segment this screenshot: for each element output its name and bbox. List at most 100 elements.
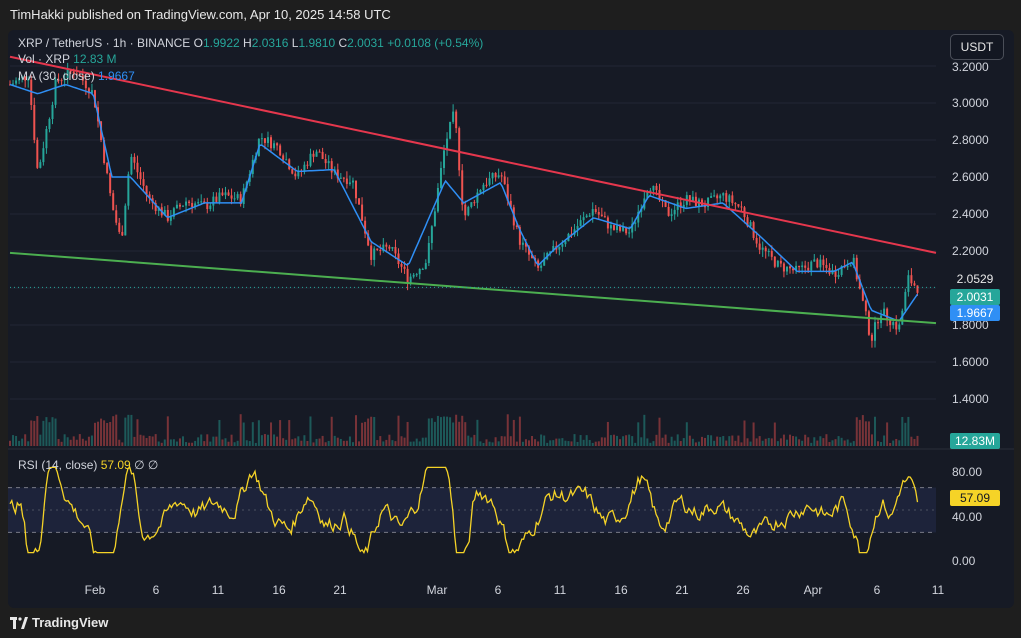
volume-bar (36, 416, 39, 446)
volume-bar (634, 442, 637, 446)
candle-body (873, 322, 876, 341)
x-tick: Feb (84, 583, 106, 597)
volume-bar (142, 435, 145, 446)
volume-bar (886, 422, 889, 446)
volume-bar (367, 418, 370, 446)
currency-button[interactable]: USDT (950, 34, 1004, 60)
volume-bar (54, 418, 57, 446)
volume-bar (707, 434, 710, 446)
x-tick: 21 (333, 583, 347, 597)
ma-legend: MA (30, close) 1.9667 (18, 69, 135, 83)
candle-body (209, 205, 212, 209)
volume-bar (409, 441, 412, 446)
candle-body (594, 209, 597, 212)
volume-bar (861, 415, 864, 446)
candle-body (239, 194, 242, 205)
candle-body (688, 195, 691, 202)
volume-bar (370, 416, 373, 446)
volume-bar (491, 442, 494, 446)
volume-bar (761, 440, 764, 446)
volume-bar (166, 416, 169, 446)
candle-body (336, 169, 339, 179)
volume-bar (48, 422, 51, 446)
candle-body (409, 276, 412, 283)
high-value: 2.0316 (251, 36, 289, 50)
candle-body (455, 111, 458, 129)
volume-bar (843, 440, 846, 446)
candle-body (382, 244, 385, 251)
volume-bar (713, 440, 716, 446)
y-tick: 2.4000 (952, 207, 989, 221)
x-tick: 11 (931, 583, 945, 597)
volume-bar (907, 416, 910, 446)
candle-body (188, 201, 191, 204)
tradingview-logo-icon (10, 617, 28, 629)
candle-body (704, 206, 707, 208)
volume-bar (33, 420, 36, 446)
volume-bar (531, 435, 534, 446)
volume-bar (792, 436, 795, 446)
x-tick: 6 (494, 583, 502, 597)
volume-bar (816, 440, 819, 446)
ma-line (9, 83, 919, 322)
ma-value: 1.9667 (98, 69, 135, 83)
candle-body (354, 180, 357, 199)
volume-bar (740, 442, 743, 446)
y-tick: 1.6000 (952, 355, 989, 369)
volume-bar (230, 434, 233, 446)
volume-bar (622, 436, 625, 446)
volume-bar (18, 440, 21, 446)
volume-bar (294, 438, 297, 446)
candle-body (679, 202, 682, 208)
candle-body (506, 184, 509, 201)
volume-bar (336, 437, 339, 446)
candle-body (66, 69, 69, 79)
candle-body (904, 291, 907, 311)
candle-body (48, 119, 51, 130)
volume-bar (658, 417, 661, 446)
volume-bar (376, 440, 379, 446)
volume-bar (154, 434, 157, 446)
volume-bar (312, 442, 315, 446)
volume-bar (749, 441, 752, 446)
volume-bar (798, 439, 801, 446)
volume-bar (467, 435, 470, 446)
chart-frame[interactable]: XRP / TetherUS · 1h · BINANCE O1.9922 H2… (8, 30, 1014, 608)
candle-body (57, 79, 60, 81)
volume-bar (828, 442, 831, 446)
candle-body (263, 138, 266, 143)
volume-bar (482, 442, 485, 446)
price-chart[interactable] (8, 30, 1014, 608)
candle-body (427, 243, 430, 264)
volume-bar (561, 438, 564, 446)
volume-bar (619, 439, 622, 446)
candle-body (276, 143, 279, 146)
volume-bar (549, 440, 552, 446)
candle-body (367, 233, 370, 246)
candle-body (181, 205, 184, 207)
volume-bar (773, 422, 776, 446)
volume-bar (524, 439, 527, 446)
volume-tag: 12.83M (950, 433, 1000, 449)
candle-body (789, 266, 792, 269)
candle-body (710, 196, 713, 198)
candle-body (767, 251, 770, 253)
volume-bar (485, 439, 488, 446)
volume-bar (276, 436, 279, 446)
volume-bar (57, 439, 60, 446)
candle-body (707, 197, 710, 208)
volume-bar (388, 434, 391, 446)
candle-body (403, 266, 406, 269)
volume-bar (361, 422, 364, 446)
volume-bar (661, 437, 664, 446)
candle-body (197, 202, 200, 204)
candle-body (42, 148, 45, 163)
candle-body (749, 222, 752, 227)
volume-bar (710, 435, 713, 446)
volume-bar (78, 434, 81, 446)
volume-bar (321, 435, 324, 446)
rsi-visibility-icons[interactable]: ∅ ∅ (134, 458, 159, 472)
volume-bar (543, 435, 546, 446)
volume-bar (576, 441, 579, 446)
candle-body (746, 217, 749, 227)
